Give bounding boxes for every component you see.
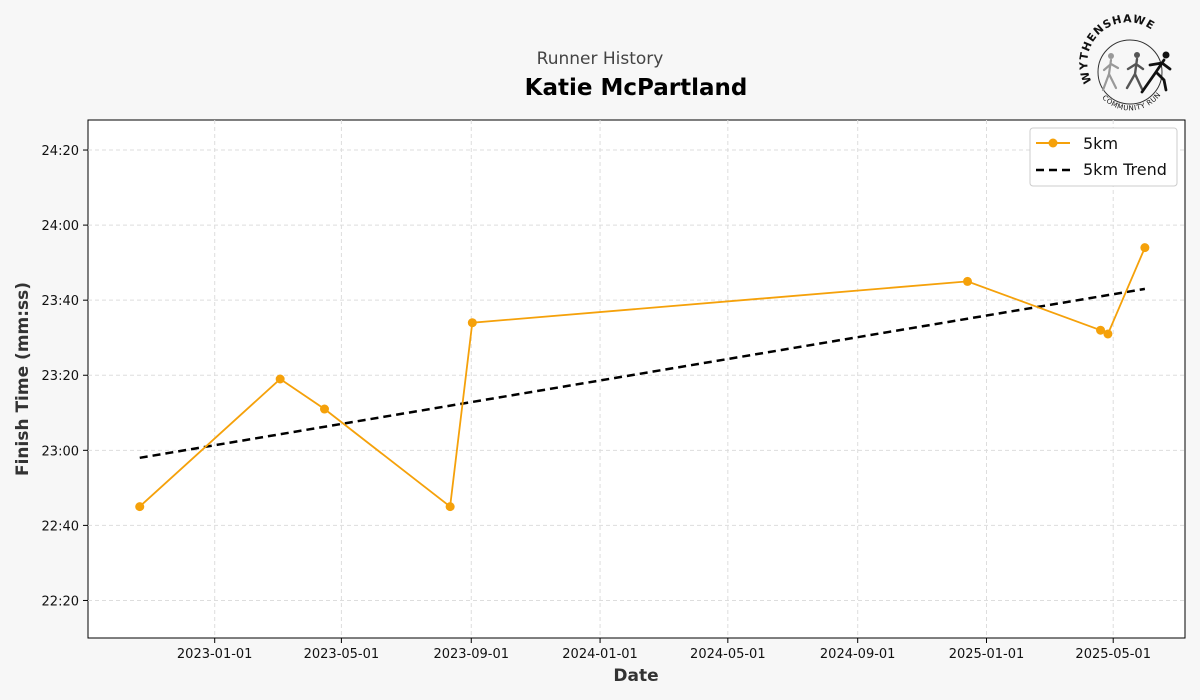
y-tick-label: 23:00: [42, 444, 79, 459]
logo-text-top: WYTHENSHAWE: [1077, 12, 1157, 85]
y-tick-label: 23:20: [42, 369, 79, 384]
chart-title: Katie McPartland: [525, 75, 748, 101]
chart-subtitle: Runner History: [537, 49, 664, 69]
runner-figure-icon: [1140, 51, 1172, 94]
y-tick-label: 24:00: [42, 219, 79, 234]
plot-area: [87, 119, 1186, 639]
data-point-5km: [1103, 329, 1113, 339]
series: [135, 243, 1150, 512]
series-line-5km-trend: [139, 287, 1146, 460]
data-point-5km: [1096, 325, 1106, 335]
x-tick-label: 2023-01-01: [177, 647, 253, 662]
x-axis-ticks: 2023-01-01 2023-05-01 2023-09-01 2024-01-01…: [177, 638, 1151, 662]
data-point-5km: [135, 502, 145, 512]
y-tick-label: 24:20: [42, 144, 79, 159]
x-tick-label: 2024-09-01: [820, 647, 896, 662]
data-point-5km: [1140, 243, 1150, 253]
y-tick-label: 23:40: [42, 294, 79, 309]
runner-figure-icon: [1125, 52, 1145, 91]
data-point-5km: [963, 276, 973, 286]
legend-label-trend: 5km Trend: [1083, 160, 1167, 179]
y-axis-ticks: 22:20 22:40 23:00 23:20 23:40 24:00 24:20: [42, 144, 88, 609]
data-point-5km: [275, 374, 285, 384]
runner-figure-icon: [1101, 53, 1120, 92]
legend-label-5km: 5km: [1083, 134, 1118, 153]
data-point-5km: [445, 502, 455, 512]
legend-marker-5km: [1048, 138, 1058, 148]
y-tick-label: 22:20: [42, 594, 79, 609]
y-tick-label: 22:40: [42, 519, 79, 534]
club-logo: WYTHENSHAWE COMMUNITY RUN: [1077, 12, 1172, 113]
data-point-5km: [320, 404, 330, 414]
grid: [88, 120, 1185, 638]
x-tick-label: 2023-05-01: [304, 647, 380, 662]
data-point-5km: [467, 318, 477, 328]
legend: 5km 5km Trend: [1029, 127, 1178, 187]
x-tick-label: 2023-09-01: [433, 647, 509, 662]
x-tick-label: 2024-05-01: [690, 647, 766, 662]
x-tick-label: 2025-05-01: [1075, 647, 1151, 662]
x-axis-label: Date: [613, 666, 658, 686]
y-axis-label: Finish Time (mm:ss): [13, 282, 33, 476]
x-tick-label: 2024-01-01: [562, 647, 638, 662]
x-tick-label: 2025-01-01: [949, 647, 1025, 662]
